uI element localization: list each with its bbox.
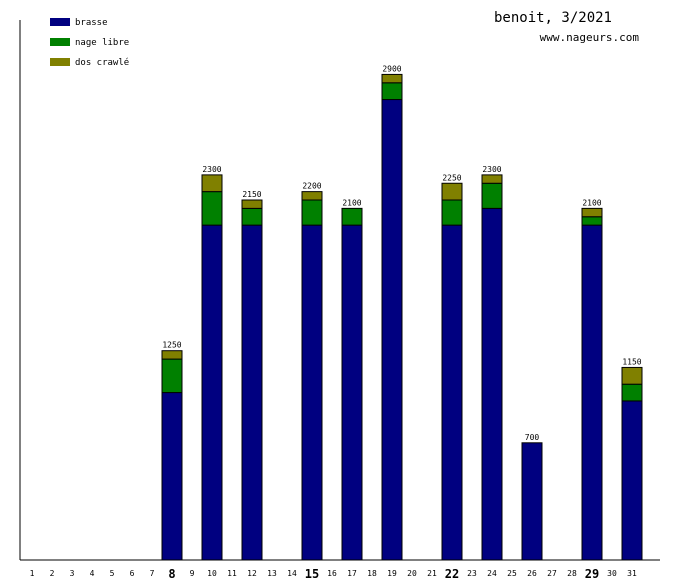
axes [19, 20, 660, 561]
bar-segment-dos-crawle [381, 73, 403, 84]
bar-segment-nage-libre [341, 207, 363, 226]
x-tick-label: 7 [150, 569, 155, 578]
x-tick-label: 18 [367, 569, 377, 578]
x-tick-label: 27 [547, 569, 557, 578]
x-tick-label: 5 [110, 569, 115, 578]
bar-total-label: 1150 [622, 357, 641, 366]
legend-label: nage libre [75, 38, 129, 48]
bar-segment-nage-libre [581, 216, 603, 226]
x-tick-label: 26 [527, 569, 537, 578]
x-tick-label: 21 [427, 569, 437, 578]
legend-label: dos crawlé [75, 57, 129, 68]
bar-segment-nage-libre [381, 82, 403, 101]
x-tick-labels: 1 2 3 4 5 6 7 8 9 10 11 12 13 14 15 16 17 18 19 20 21 22 23 24 2… [30, 567, 637, 580]
x-tick-label: 29 [585, 567, 599, 580]
x-tick-label: 8 [168, 567, 175, 580]
bar-total-label: 2100 [582, 198, 601, 207]
bar-segment-brasse [201, 224, 223, 561]
x-tick-label: 20 [407, 569, 417, 578]
x-tick-label: 19 [387, 569, 397, 578]
bar-segment-brasse [301, 224, 323, 561]
site-url: www.nageurs.com [540, 31, 640, 44]
x-tick-label: 14 [287, 569, 297, 578]
bar-segment-dos-crawle [481, 174, 503, 184]
bar-segment-nage-libre [241, 207, 263, 226]
x-tick-label: 25 [507, 569, 517, 578]
bar-segment-brasse [481, 207, 503, 561]
bar-total-label: 2150 [242, 190, 261, 199]
bar-segment-dos-crawle [241, 199, 263, 209]
bar-segment-nage-libre [301, 199, 323, 226]
bar-segment-brasse [581, 224, 603, 561]
x-tick-label: 15 [305, 567, 319, 580]
bar-segment-brasse [621, 400, 643, 561]
x-tick-label: 30 [607, 569, 617, 578]
bar-segment-dos-crawle [441, 182, 463, 201]
bar-total-label: 2200 [302, 182, 321, 191]
x-tick-label: 6 [130, 569, 135, 578]
bar-segment-brasse [241, 224, 263, 561]
bar-segment-dos-crawle [301, 191, 323, 201]
x-tick-label: 1 [30, 569, 35, 578]
bar-segment-brasse [381, 99, 403, 561]
x-tick-label: 3 [70, 569, 75, 578]
bar-total-label: 2250 [442, 173, 461, 182]
legend-swatch [50, 18, 70, 26]
x-tick-label: 16 [327, 569, 337, 578]
bar-segment-dos-crawle [621, 366, 643, 385]
bar-segment-brasse [161, 392, 183, 561]
x-tick-label: 2 [50, 569, 55, 578]
x-tick-label: 9 [190, 569, 195, 578]
bars [161, 73, 643, 561]
bar-segment-brasse [341, 224, 363, 561]
bar-segment-brasse [521, 442, 543, 561]
bar-segment-nage-libre [441, 199, 463, 226]
x-tick-label: 17 [347, 569, 357, 578]
bar-segment-nage-libre [621, 383, 643, 402]
x-tick-label: 13 [267, 569, 277, 578]
legend-label: brasse [75, 18, 108, 28]
bar-total-label: 2100 [342, 198, 361, 207]
x-tick-label: 12 [247, 569, 257, 578]
x-tick-label: 22 [445, 567, 459, 580]
x-tick-label: 4 [90, 569, 95, 578]
bar-total-label: 700 [525, 433, 540, 442]
bar-total-label: 2900 [382, 64, 401, 73]
x-tick-label: 31 [627, 569, 637, 578]
bar-total-label: 1250 [162, 341, 181, 350]
bar-segment-dos-crawle [201, 174, 223, 193]
x-tick-label: 28 [567, 569, 577, 578]
bar-segment-nage-libre [161, 358, 183, 394]
bar-segment-nage-libre [201, 191, 223, 226]
bar-total-label: 2300 [482, 165, 501, 174]
chart-title: benoit, 3/2021 [494, 10, 612, 26]
legend-swatch [50, 58, 70, 66]
legend-swatch [50, 38, 70, 46]
x-tick-label: 10 [207, 569, 217, 578]
bar-segment-dos-crawle [581, 207, 603, 218]
bar-segment-dos-crawle [161, 350, 183, 360]
bar-segment-nage-libre [481, 182, 503, 209]
x-tick-label: 23 [467, 569, 477, 578]
legend: brasse nage libre dos crawlé [50, 18, 129, 68]
x-tick-label: 24 [487, 569, 497, 578]
bar-total-label: 2300 [202, 165, 221, 174]
bar-segment-brasse [441, 224, 463, 561]
x-tick-label: 11 [227, 569, 237, 578]
total-labels: 1250 2300 2150 2200 2100 2900 2250 2300 700 2100 1… [162, 64, 641, 441]
